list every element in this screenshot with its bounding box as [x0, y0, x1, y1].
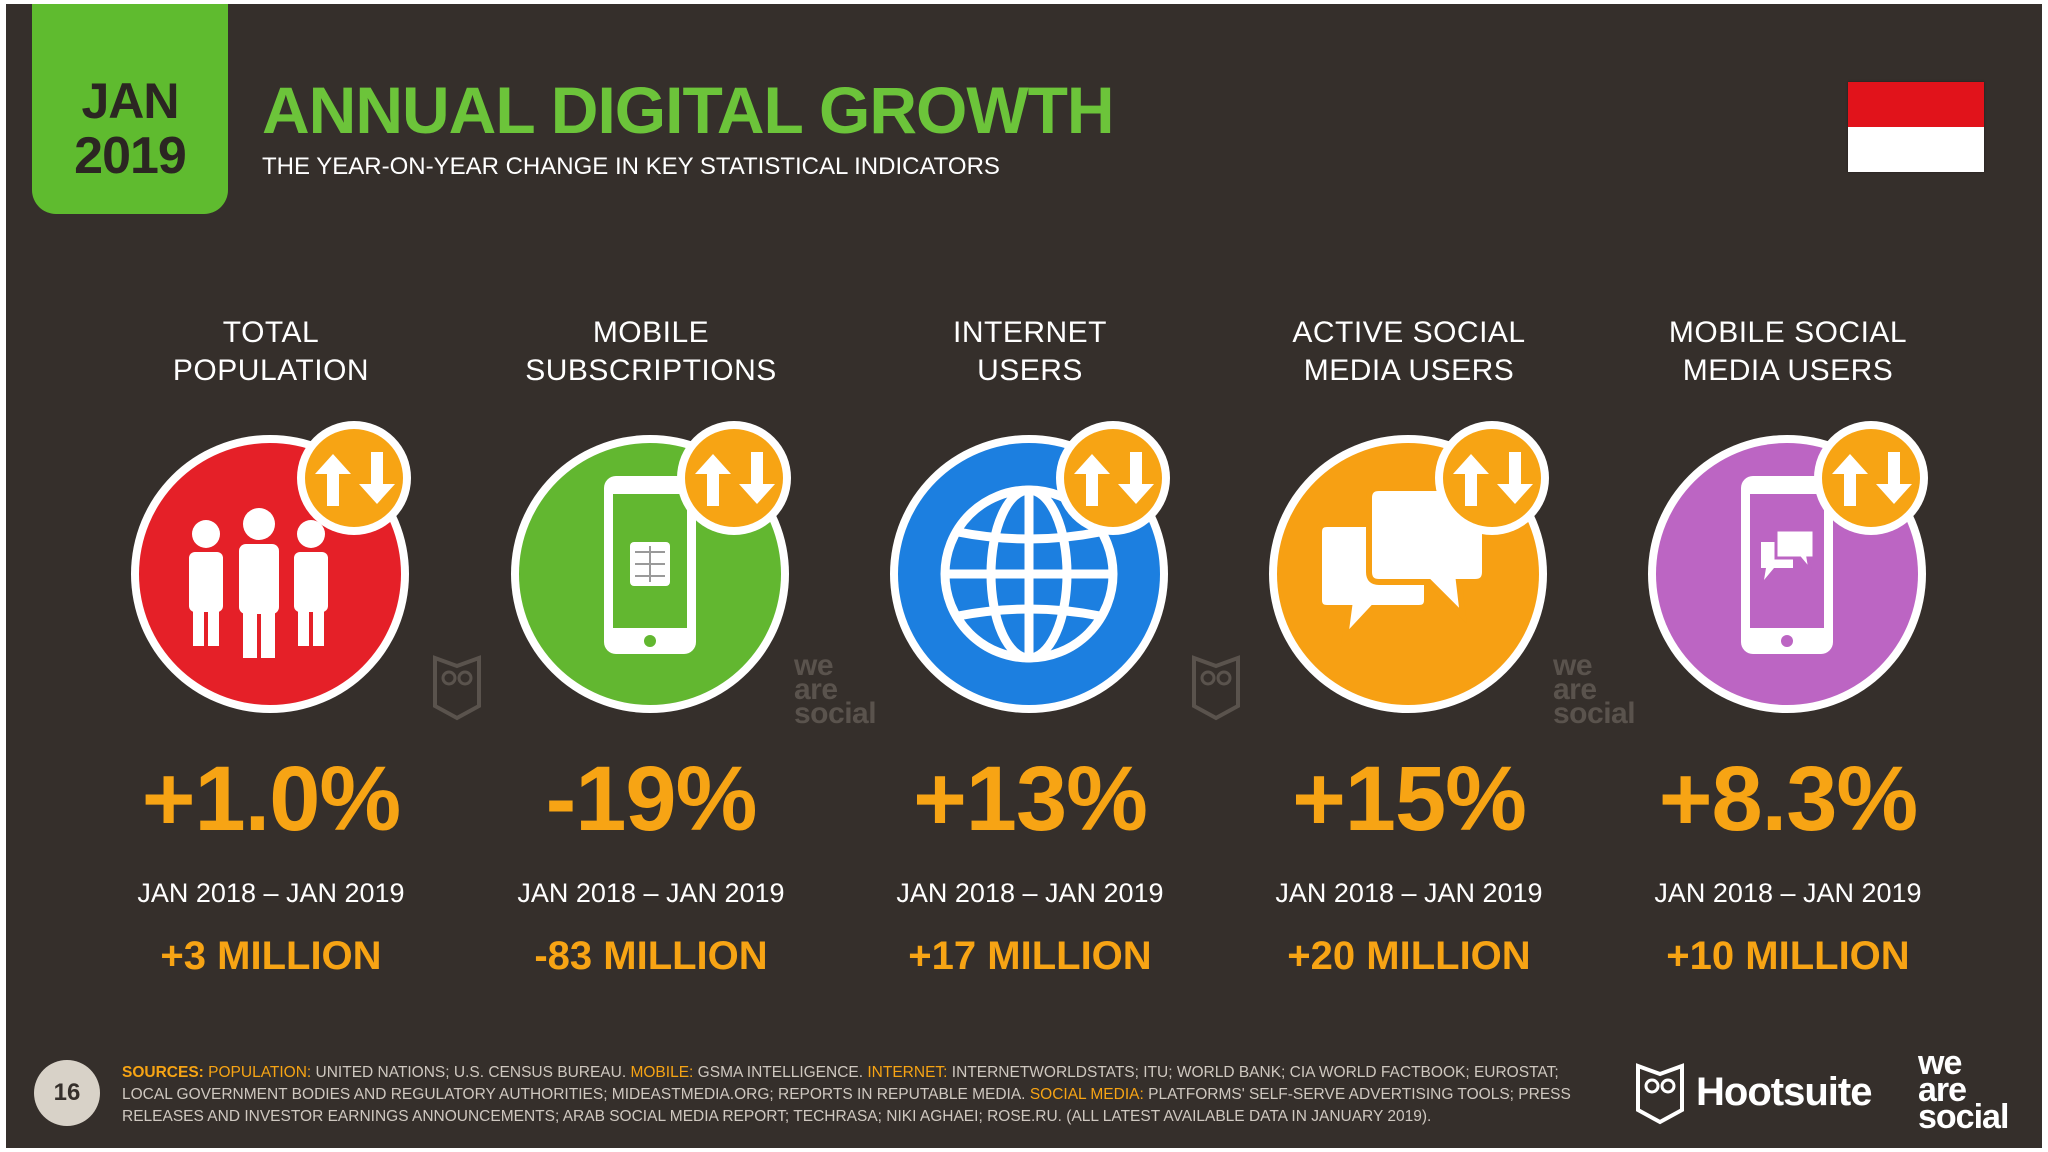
date-badge: JAN 2019 — [32, 4, 228, 214]
change-percent: +15% — [1292, 748, 1527, 850]
indicator-label: TOTAL POPULATION — [172, 316, 370, 387]
indicator-icon-circle — [1269, 414, 1569, 714]
up-down-arrows-icon — [1435, 421, 1549, 535]
up-down-arrows-icon — [1056, 421, 1170, 535]
phone-sim-icon — [604, 476, 696, 654]
badge-year: 2019 — [74, 127, 187, 185]
up-down-arrows-icon — [297, 421, 411, 535]
change-percent: +13% — [913, 748, 1148, 850]
up-down-arrows-icon — [677, 421, 791, 535]
change-period: JAN 2018 – JAN 2019 — [1275, 878, 1543, 908]
indicator-icon-circle — [511, 414, 811, 714]
change-percent: +8.3% — [1658, 748, 1918, 850]
globe-icon — [940, 485, 1118, 663]
we-are-social-watermark: we are social — [794, 649, 877, 730]
flag-bottom-band — [1848, 127, 1984, 172]
page-subtitle: THE YEAR-ON-YEAR CHANGE IN KEY STATISTIC… — [262, 153, 1000, 180]
change-period: JAN 2018 – JAN 2019 — [1654, 878, 1922, 908]
change-percent: +1.0% — [141, 748, 401, 850]
page-title: ANNUAL DIGITAL GROWTH — [262, 73, 1115, 147]
phone-chat-icon — [1741, 476, 1833, 654]
hootsuite-owl-icon — [1636, 1063, 1684, 1125]
badge-month: JAN — [81, 73, 179, 129]
indicator-label: ACTIVE SOCIAL MEDIA USERS — [1292, 316, 1526, 387]
change-period: JAN 2018 – JAN 2019 — [896, 878, 1164, 908]
indicator-label: MOBILE SOCIAL MEDIA USERS — [1668, 316, 1908, 387]
change-absolute: +3 MILLION — [160, 934, 382, 978]
indicator-label: MOBILE SUBSCRIPTIONS — [525, 316, 777, 387]
change-period: JAN 2018 – JAN 2019 — [517, 878, 785, 908]
we-are-social-logo: we are social — [1918, 1044, 2009, 1136]
indicator-icon-circle — [890, 414, 1190, 714]
up-down-arrows-icon — [1814, 421, 1928, 535]
change-absolute: -83 MILLION — [534, 934, 768, 978]
change-percent: -19% — [545, 748, 758, 850]
hootsuite-wordmark: Hootsuite — [1696, 1070, 1872, 1114]
indonesia-flag-icon — [1848, 82, 1984, 172]
owl-watermark-icon — [433, 655, 481, 721]
slide: JAN 2019 ANNUAL DIGITAL GROWTH THE YEAR-… — [6, 4, 2042, 1148]
hootsuite-logo: Hootsuite — [1634, 1062, 1904, 1125]
change-absolute: +17 MILLION — [908, 934, 1152, 978]
indicator-icon-circle — [1648, 414, 1948, 714]
people-icon — [189, 508, 328, 658]
change-absolute: +10 MILLION — [1666, 934, 1910, 978]
change-period: JAN 2018 – JAN 2019 — [137, 878, 405, 908]
sources-text: SOURCES: POPULATION: UNITED NATIONS; U.S… — [122, 1064, 1571, 1125]
indicator-icon-circle — [131, 414, 431, 714]
indicator-label: INTERNET USERS — [953, 316, 1107, 387]
change-absolute: +20 MILLION — [1287, 934, 1531, 978]
we-are-social-watermark: we are social — [1553, 649, 1636, 730]
owl-watermark-icon — [1192, 655, 1240, 721]
page-number: 16 — [34, 1060, 100, 1126]
flag-top-band — [1848, 82, 1984, 127]
